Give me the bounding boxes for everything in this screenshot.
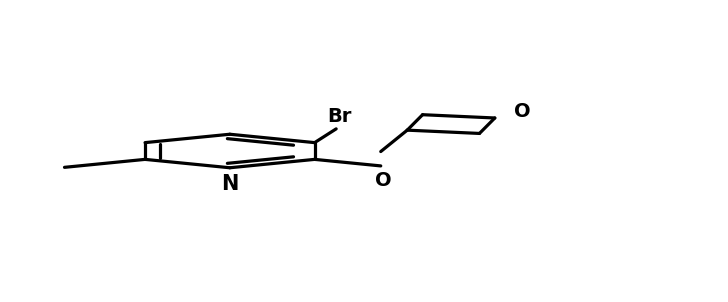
Text: N: N	[221, 174, 239, 194]
Text: O: O	[375, 171, 391, 190]
Text: Br: Br	[328, 107, 352, 126]
Text: O: O	[514, 102, 531, 121]
